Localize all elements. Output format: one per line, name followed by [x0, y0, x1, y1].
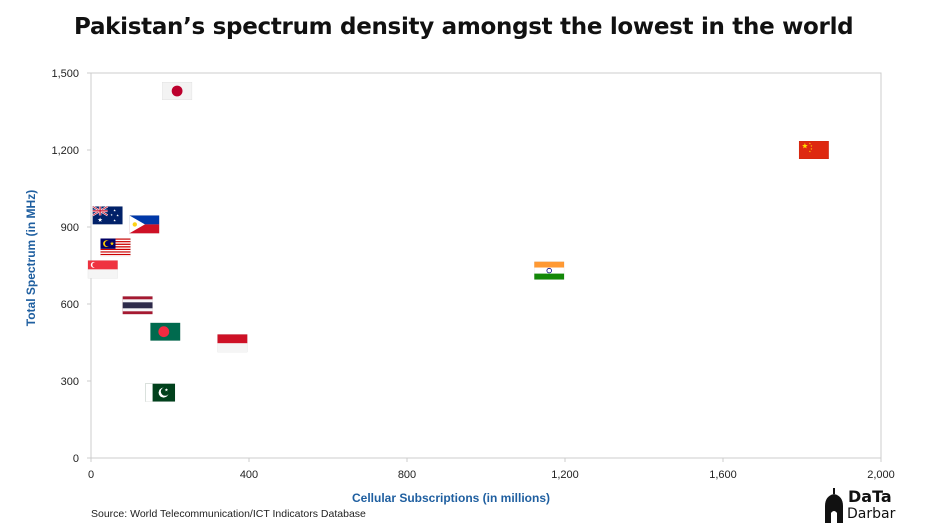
y-tick-label: 900 [61, 222, 79, 234]
data-point-philippines [129, 215, 160, 234]
australia-flag-icon [92, 206, 123, 225]
japan-flag-icon [162, 82, 193, 100]
data-point-china [798, 141, 829, 159]
datadarbar-logo: DaTa Darbar [825, 487, 896, 523]
logo-text-top: DaTa [848, 487, 892, 506]
data-point-india [534, 261, 565, 280]
singapore-flag-icon [87, 260, 118, 279]
plot-frame [90, 72, 882, 459]
india-flag-icon [534, 261, 565, 280]
data-point-thailand [122, 296, 153, 315]
malaysia-flag-icon [100, 238, 131, 257]
data-point-malaysia [100, 238, 131, 257]
y-tick-label: 1,500 [51, 68, 79, 80]
x-tick-label: 0 [88, 469, 94, 481]
x-tick-label: 800 [398, 469, 416, 481]
data-point-bangladesh [150, 322, 181, 341]
x-tick-label: 1,600 [709, 469, 737, 481]
x-tick-label: 1,200 [551, 469, 579, 481]
data-point-singapore [87, 260, 118, 279]
y-tick-label: 600 [61, 299, 79, 311]
x-axis-label: Cellular Subscriptions (in millions) [351, 491, 551, 505]
data-point-indonesia [217, 334, 248, 353]
data-point-pakistan [145, 383, 176, 402]
y-axis-label: Total Spectrum (in MHz) [24, 189, 38, 327]
source-note: Source: World Telecommunication/ICT Indi… [91, 508, 366, 520]
x-tick-label: 2,000 [867, 469, 895, 481]
x-tick-label: 400 [240, 469, 258, 481]
pakistan-flag-icon [145, 383, 176, 402]
chart-title: Pakistan’s spectrum density amongst the … [74, 14, 854, 40]
y-tick-label: 300 [61, 376, 79, 388]
data-point-australia [92, 206, 123, 225]
logo-text-bottom: Darbar [847, 506, 896, 522]
data-point-japan [162, 82, 193, 100]
y-tick-label: 0 [73, 453, 79, 465]
y-tick-label: 1,200 [51, 145, 79, 157]
bangladesh-flag-icon [150, 322, 181, 341]
indonesia-flag-icon [217, 334, 248, 353]
thailand-flag-icon [122, 296, 153, 315]
china-flag-icon [798, 141, 829, 159]
philippines-flag-icon [129, 215, 160, 234]
mosque-logo-icon [825, 488, 843, 523]
